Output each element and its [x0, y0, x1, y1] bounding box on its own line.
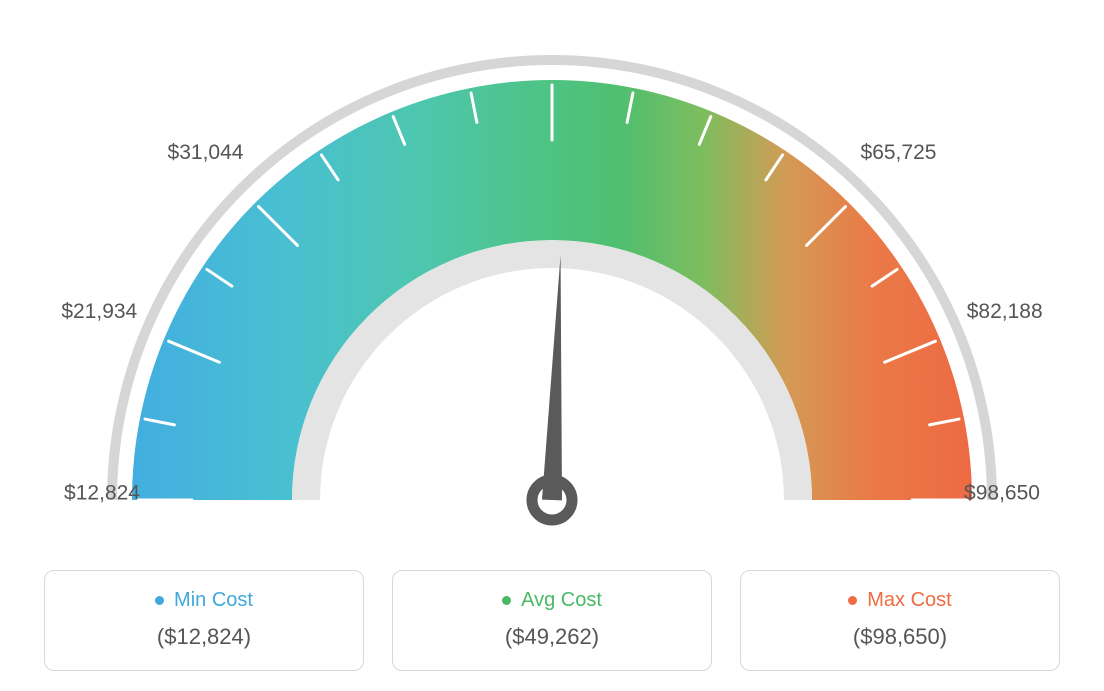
- max-dot-icon: [848, 596, 857, 605]
- cost-gauge-chart: $12,824$21,934$31,044$49,262$65,725$82,1…: [20, 20, 1084, 671]
- gauge-svg-container: $12,824$21,934$31,044$49,262$65,725$82,1…: [20, 20, 1084, 540]
- gauge-tick-label: $31,044: [168, 141, 244, 164]
- gauge-tick-label: $98,650: [964, 482, 1040, 505]
- max-cost-card: Max Cost ($98,650): [740, 570, 1060, 671]
- max-cost-header: Max Cost: [753, 589, 1047, 612]
- max-cost-title: Max Cost: [867, 589, 951, 612]
- avg-cost-card: Avg Cost ($49,262): [392, 570, 712, 671]
- max-cost-value: ($98,650): [753, 624, 1047, 650]
- avg-cost-value: ($49,262): [405, 624, 699, 650]
- avg-cost-title: Avg Cost: [521, 589, 602, 612]
- gauge-tick-label: $21,934: [61, 300, 137, 323]
- gauge-tick-label: $82,188: [967, 300, 1043, 323]
- summary-cards: Min Cost ($12,824) Avg Cost ($49,262) Ma…: [20, 570, 1084, 671]
- min-cost-header: Min Cost: [57, 589, 351, 612]
- avg-dot-icon: [502, 596, 511, 605]
- min-cost-card: Min Cost ($12,824): [44, 570, 364, 671]
- gauge-tick-label: $65,725: [861, 141, 937, 164]
- avg-cost-header: Avg Cost: [405, 589, 699, 612]
- gauge-tick-label: $12,824: [64, 482, 140, 505]
- gauge-svg: $12,824$21,934$31,044$49,262$65,725$82,1…: [20, 20, 1084, 540]
- min-dot-icon: [155, 596, 164, 605]
- gauge-needle: [542, 255, 562, 500]
- min-cost-value: ($12,824): [57, 624, 351, 650]
- min-cost-title: Min Cost: [174, 589, 253, 612]
